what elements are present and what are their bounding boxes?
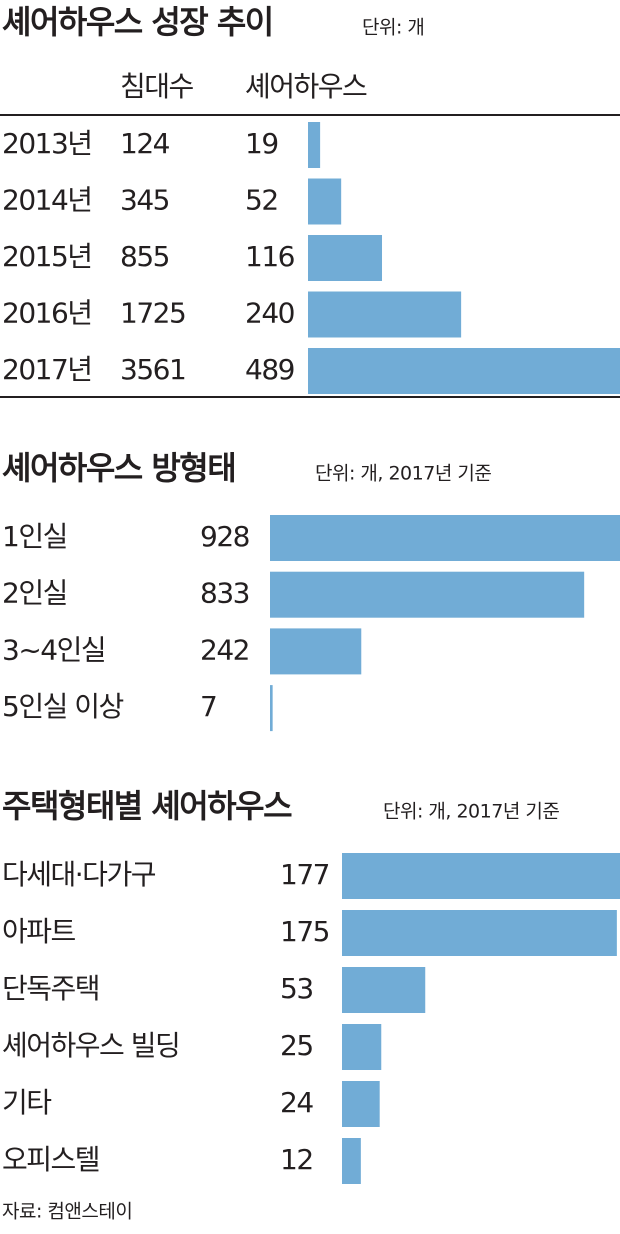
value-label: 177 [280,858,329,891]
value-label: 833 [200,577,249,610]
bar [342,1024,382,1070]
bar [270,571,585,618]
value-label: 52 [245,184,278,217]
category-label: 1인실 [2,520,67,553]
bar [342,853,620,899]
bar [270,685,273,732]
category-label: 2인실 [2,577,67,610]
value-label: 7 [200,690,216,723]
category-label: 2014년 [2,184,92,217]
value-label: 928 [200,520,249,553]
category-label: 다세대·다가구 [2,858,156,891]
value-label: 3561 [120,353,185,386]
value-label: 855 [120,240,169,273]
column-header: 침대수 [120,70,194,103]
value-label: 24 [280,1086,313,1119]
category-label: 2013년 [2,127,92,160]
chart-title: 주택형태별 셰어하우스 [2,787,292,825]
column-header: 셰어하우스 [245,70,367,103]
category-label: 아파트 [2,915,76,948]
chart-title: 셰어하우스 성장 추이 [2,3,273,41]
category-label: 5인실 이상 [2,690,123,723]
bar [308,235,383,281]
unit-label: 단위: 개, 2017년 기준 [383,801,559,823]
value-label: 242 [200,633,249,666]
bar [342,910,617,956]
unit-label: 단위: 개 [362,17,424,39]
category-label: 셰어하우스 빌딩 [2,1029,179,1062]
value-label: 53 [280,972,313,1005]
value-label: 345 [120,184,169,217]
category-label: 3~4인실 [2,633,105,666]
value-label: 489 [245,353,294,386]
value-label: 25 [280,1029,313,1062]
chart-title: 셰어하우스 방형태 [2,449,235,487]
bar [270,628,362,675]
bar [342,1138,361,1184]
bar [308,178,342,225]
value-label: 19 [245,127,278,160]
bar [308,348,620,394]
bar [342,967,426,1013]
value-label: 175 [280,915,329,948]
bar [342,1081,380,1127]
category-label: 2015년 [2,240,92,273]
category-label: 2016년 [2,297,92,330]
category-label: 기타 [2,1086,51,1119]
category-label: 단독주택 [2,972,99,1005]
bar [308,291,462,338]
value-label: 12 [280,1143,313,1176]
value-label: 124 [120,127,170,160]
bar [308,122,321,168]
value-label: 1725 [120,297,185,330]
value-label: 116 [245,240,295,273]
source: 자료: 컴앤스테이 [2,1201,132,1223]
bar [270,515,620,561]
category-label: 2017년 [2,353,92,386]
value-label: 240 [245,297,294,330]
category-label: 오피스텔 [2,1143,99,1176]
unit-label: 단위: 개, 2017년 기준 [315,463,491,485]
